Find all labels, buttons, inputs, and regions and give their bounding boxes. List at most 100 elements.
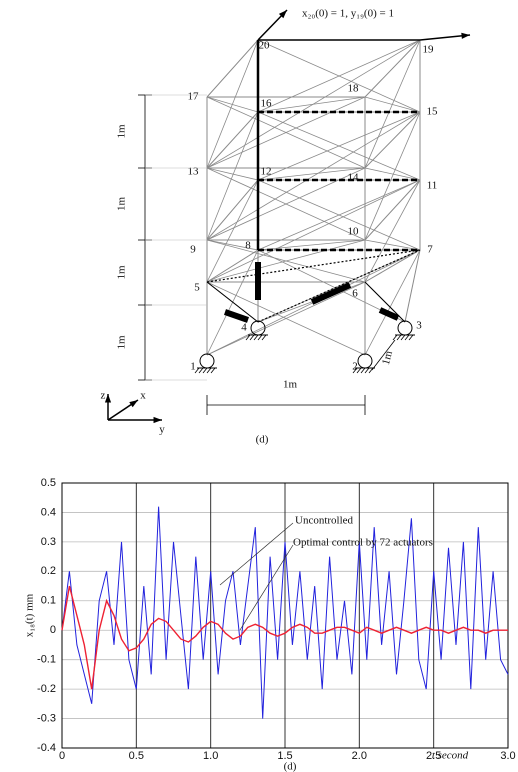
member (206, 281, 259, 323)
node-label: 18 (348, 83, 360, 95)
member (257, 111, 421, 181)
dimension-label: 1m (380, 349, 395, 366)
member (239, 544, 294, 631)
member (396, 334, 402, 341)
member (257, 167, 366, 181)
node-label: 1 (190, 361, 196, 373)
support (199, 353, 215, 369)
member (206, 179, 421, 283)
member (194, 367, 200, 374)
dimension-label: 1m (116, 197, 128, 212)
member (206, 39, 259, 169)
member (310, 282, 352, 305)
support (250, 320, 266, 336)
node-label: 2 (352, 361, 358, 373)
node-label: 3 (416, 320, 422, 332)
node-label: 17 (188, 91, 200, 103)
x-tick-label: 1.0 (203, 750, 218, 762)
plot-frame (61, 482, 509, 749)
member (206, 249, 259, 283)
annotation: Uncontrolled (295, 515, 354, 527)
series-line (61, 506, 509, 719)
x-tick-label: 0.5 (129, 750, 144, 762)
member (257, 239, 366, 251)
member (206, 111, 259, 241)
x-tick-label: 2.5 (426, 750, 441, 762)
member (198, 367, 204, 374)
y-axis-label: x₁₈(t) mm (24, 593, 36, 637)
node-label: 7 (427, 244, 433, 256)
y-tick-label: 0.3 (41, 536, 56, 548)
y-tick-label: 0.4 (41, 506, 56, 518)
arrow-head (104, 394, 112, 403)
x-tick-label: 2.0 (352, 750, 367, 762)
member (253, 334, 259, 341)
y-tick-label: -0.4 (37, 742, 56, 754)
y-tick-label: 0 (50, 624, 56, 636)
arrow-head (153, 416, 162, 424)
member (224, 309, 249, 323)
member (206, 167, 366, 241)
diagram-caption: (d) (256, 434, 269, 446)
member (368, 367, 374, 374)
x-axis-label: t second (432, 750, 469, 762)
axis-name: y (159, 424, 165, 436)
node-label: 13 (188, 166, 200, 178)
node-label: 6 (352, 288, 358, 300)
member (261, 334, 267, 341)
member (219, 522, 294, 586)
arrow-head (129, 400, 138, 408)
member (206, 96, 366, 169)
member (257, 39, 421, 113)
member (364, 249, 421, 356)
member (392, 334, 398, 341)
support (357, 353, 373, 369)
member (206, 111, 421, 241)
member (400, 334, 406, 341)
dimension-label: 1m (116, 265, 128, 280)
node-label: 5 (194, 282, 200, 294)
node-label: 14 (348, 172, 360, 184)
member (257, 334, 263, 341)
member (206, 239, 366, 283)
member (206, 367, 212, 374)
member (364, 111, 421, 241)
member (257, 96, 366, 113)
member (404, 334, 410, 341)
member (206, 281, 366, 356)
series-line (61, 585, 508, 690)
member (360, 367, 366, 374)
y-tick-label: -0.1 (37, 654, 56, 666)
member (356, 367, 362, 374)
node-label: 11 (427, 180, 438, 192)
y-tick-label: 0.5 (41, 477, 56, 489)
member (364, 239, 421, 251)
member (364, 111, 421, 169)
member (364, 367, 370, 374)
member (371, 339, 396, 371)
dimension-label: 1m (116, 335, 128, 350)
member (206, 239, 259, 251)
member (206, 167, 259, 181)
member (364, 167, 421, 181)
member (206, 39, 259, 98)
initial-condition: x₂₀(0) = 1, y₁₉(0) = 1 (302, 8, 394, 20)
member (245, 334, 251, 341)
member (364, 96, 421, 113)
x-tick-label: 3.0 (500, 750, 515, 762)
member (206, 179, 259, 283)
node-label: 4 (241, 322, 247, 334)
member (249, 334, 255, 341)
y-tick-label: 0.1 (41, 595, 56, 607)
annotation: Optimal control by 72 actuators (293, 537, 433, 549)
y-tick-label: 0.2 (41, 565, 56, 577)
support (397, 320, 413, 336)
y-tick-label: -0.3 (37, 712, 56, 724)
axis-name: x (140, 390, 146, 402)
node-label: 19 (423, 44, 435, 56)
member (257, 179, 421, 251)
member (364, 39, 421, 98)
chart-caption: (d) (284, 761, 297, 772)
